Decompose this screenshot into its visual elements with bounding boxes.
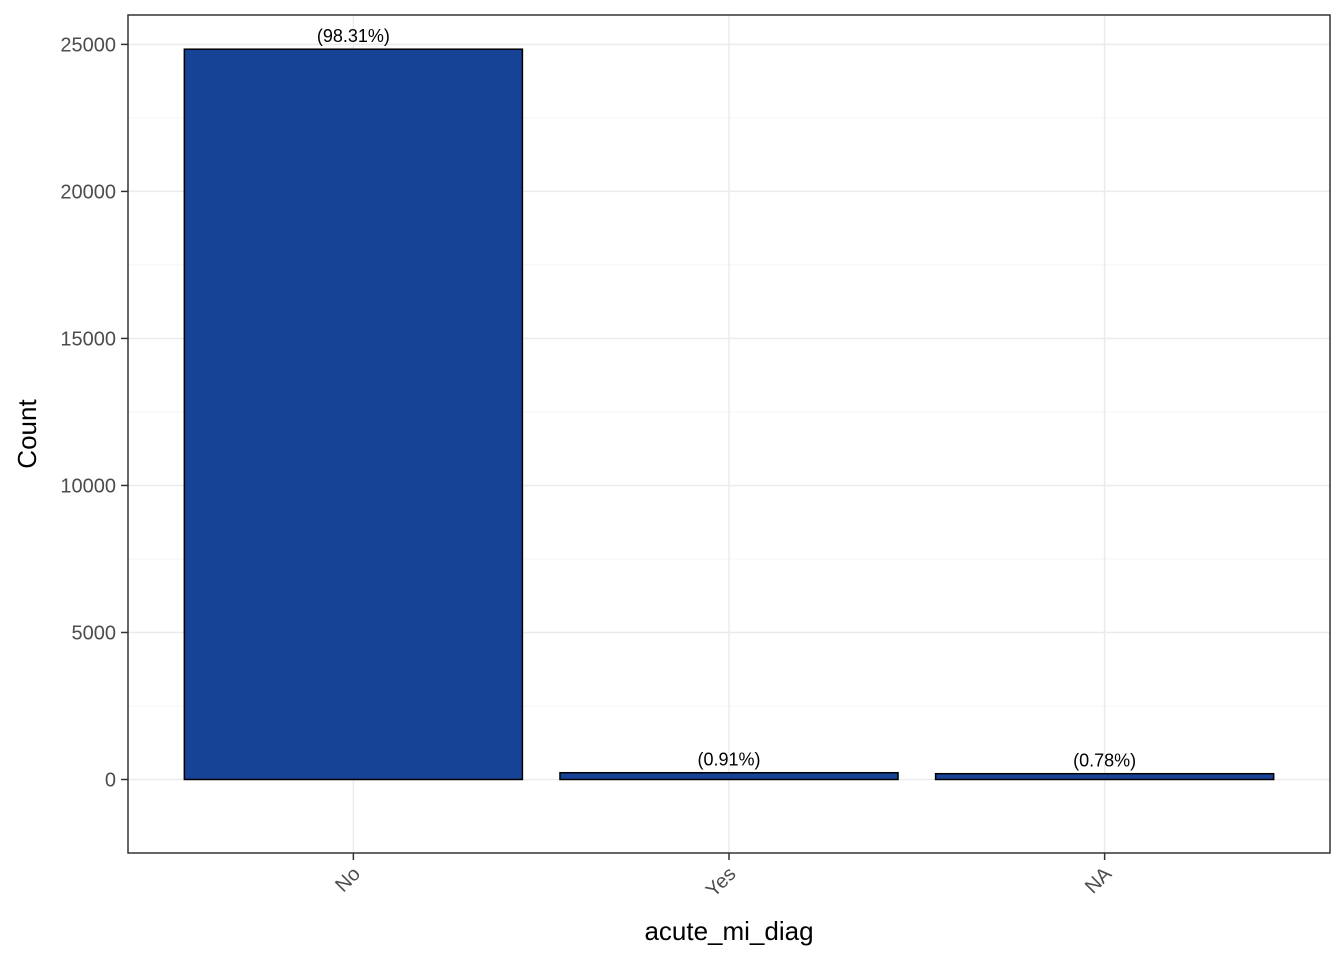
x-axis-title: acute_mi_diag bbox=[644, 916, 813, 946]
bar-na bbox=[934, 772, 1275, 781]
bar-data-label: (98.31%) bbox=[317, 26, 390, 46]
y-tick-label: 15000 bbox=[60, 328, 116, 350]
bar-yes bbox=[559, 771, 899, 781]
y-axis-title: Count bbox=[12, 399, 42, 469]
bar-no bbox=[183, 48, 524, 781]
y-tick-label: 5000 bbox=[72, 622, 117, 644]
y-axis-ticks: 0 5000 10000 15000 20000 25000 bbox=[60, 34, 128, 791]
bar-data-labels: (98.31%) (0.91%) (0.78%) bbox=[317, 26, 1136, 771]
y-tick-label: 10000 bbox=[60, 475, 116, 497]
x-axis-ticks: No Yes NA bbox=[331, 853, 1117, 902]
x-tick-label: NA bbox=[1081, 863, 1117, 899]
y-tick-label: 0 bbox=[105, 769, 116, 791]
bar-data-label: (0.78%) bbox=[1073, 751, 1136, 771]
x-tick-label: No bbox=[331, 863, 365, 897]
bars bbox=[183, 48, 1275, 781]
y-tick-label: 25000 bbox=[60, 34, 116, 56]
y-tick-label: 20000 bbox=[60, 181, 116, 203]
x-tick-label: Yes bbox=[702, 863, 741, 902]
bar-data-label: (0.91%) bbox=[697, 750, 760, 770]
